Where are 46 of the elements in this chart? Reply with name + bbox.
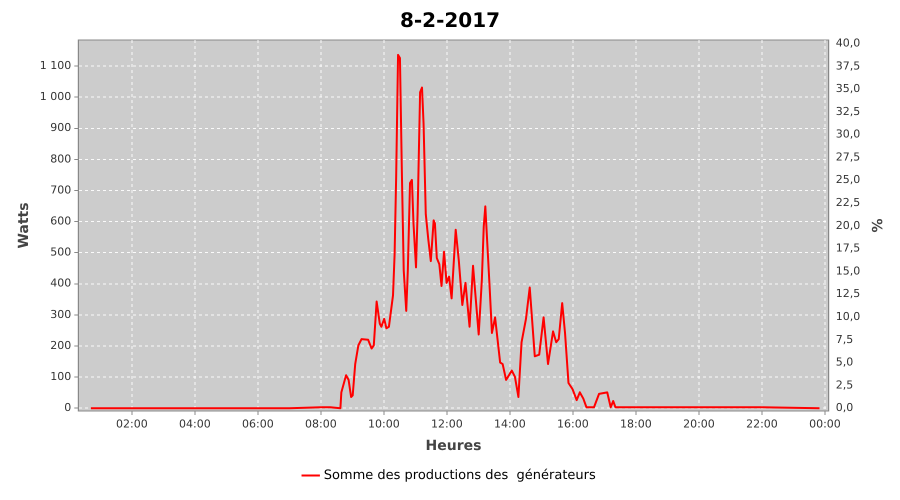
x-tick-label: 08:00: [305, 417, 337, 430]
x-tick-label: 04:00: [179, 417, 211, 430]
y-tick-label: 900: [50, 121, 72, 134]
y-tick-label: 1 100: [40, 58, 72, 72]
x-tick-label: 06:00: [242, 417, 274, 430]
y2-tick-label: 5,0: [836, 356, 854, 369]
y-tick-label: 700: [50, 183, 72, 196]
y-tick-label: 300: [50, 308, 72, 321]
y-axis-title: Watts: [16, 202, 32, 249]
y2-tick-label: 27,5: [836, 150, 860, 164]
y2-tick-label: 22,5: [836, 196, 860, 210]
x-tick-label: 02:00: [116, 417, 148, 430]
y2-tick-label: 0,0: [836, 401, 854, 414]
y2-tick-label: 15,0: [836, 264, 860, 278]
y2-tick-label: 37,5: [836, 59, 860, 72]
x-tick-label: 12:00: [431, 417, 463, 430]
x-axis-title: Heures: [426, 438, 482, 454]
x-tick-label: 20:00: [683, 417, 715, 430]
x-tick-label: 22:00: [746, 417, 778, 430]
y-tick-label: 200: [50, 338, 72, 352]
y2-tick-label: 32,5: [836, 104, 860, 118]
y-tick-label: 800: [50, 152, 72, 166]
y2-tick-label: 20,0: [836, 218, 860, 232]
y2-tick-label: 10,0: [836, 310, 860, 323]
y-tick-label: 100: [50, 370, 72, 383]
x-tick-label: 10:00: [368, 417, 400, 430]
y-tick-label: 600: [50, 214, 72, 228]
x-tick-label: 14:00: [494, 417, 526, 430]
y2-tick-label: 40,0: [836, 36, 860, 50]
x-tick-label: 00:00: [809, 417, 841, 430]
x-tick-label: 18:00: [620, 417, 652, 430]
y2-tick-label: 7,5: [836, 332, 854, 346]
y2-tick-label: 2,5: [836, 378, 854, 392]
y2-tick-label: 17,5: [836, 242, 860, 255]
y-tick-label: 500: [50, 246, 72, 259]
y2-tick-label: 12,5: [836, 287, 860, 300]
y-tick-label: 1 000: [40, 90, 72, 104]
y-tick-label: 0: [64, 401, 72, 414]
y2-tick-label: 25,0: [836, 173, 860, 186]
chart-title: 8-2-2017: [400, 8, 500, 32]
y-tick-label: 400: [50, 276, 72, 290]
y2-tick-label: 30,0: [836, 128, 860, 141]
y2-axis-title: %: [868, 218, 884, 233]
y2-tick-label: 35,0: [836, 82, 860, 96]
legend-label: Somme des productions des générateurs: [324, 468, 596, 483]
x-tick-label: 16:00: [557, 417, 589, 430]
